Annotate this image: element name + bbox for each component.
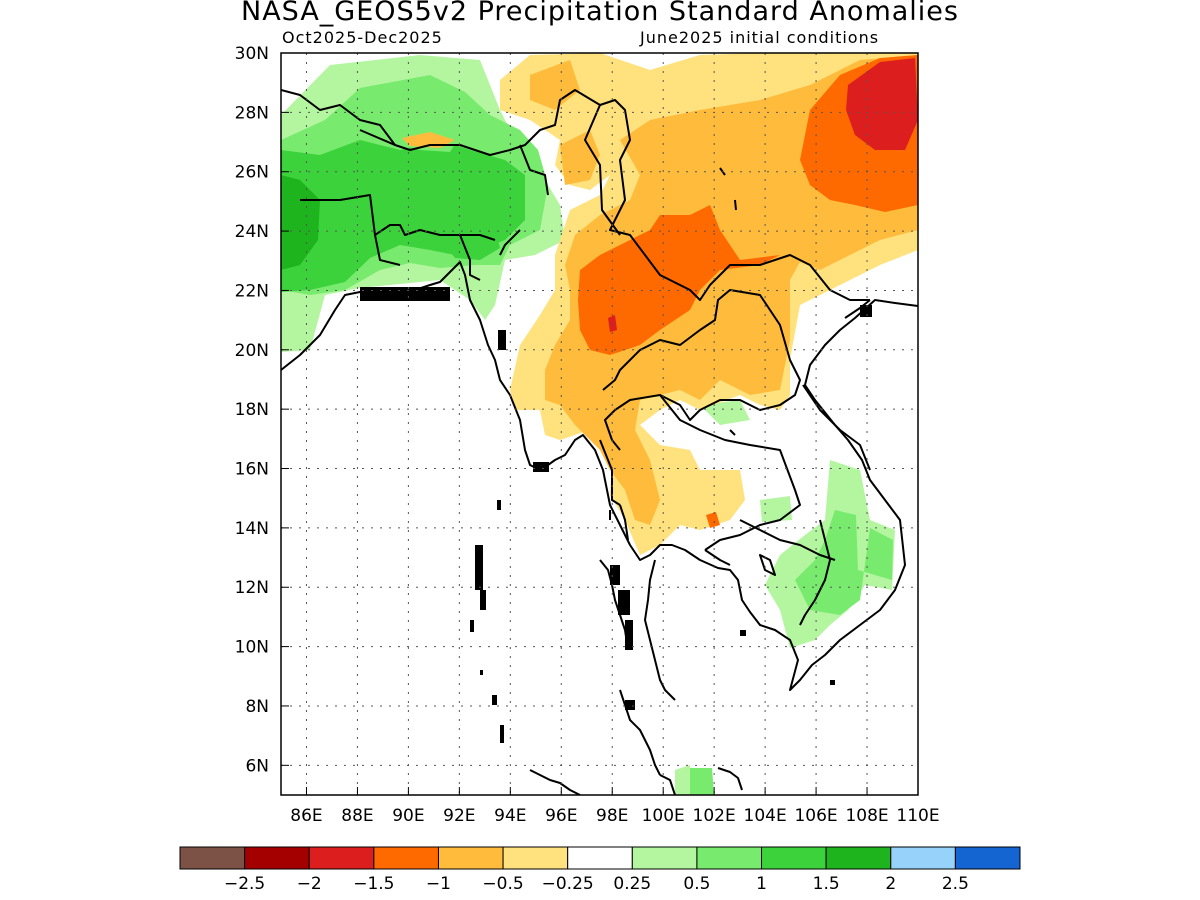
island-marks <box>360 287 872 743</box>
lon-tick-label: 96E <box>545 806 577 826</box>
lon-tick-label: 94E <box>494 806 526 826</box>
colorbar-label: −0.5 <box>482 874 523 894</box>
anomaly-region-1 <box>688 768 714 795</box>
lon-tick-label: 110E <box>896 806 939 826</box>
anomaly-region-0p5 <box>675 765 690 795</box>
lat-tick-label: 30N <box>235 44 269 64</box>
colorbar-label: −2 <box>297 874 322 894</box>
colorbar-label: 2 <box>885 874 896 894</box>
lat-tick-label: 18N <box>235 400 269 420</box>
initial-conditions: June2025 initial conditions <box>640 28 880 47</box>
colorbar <box>179 846 1021 870</box>
lat-tick-label: 14N <box>235 519 269 539</box>
colorbar-swatch <box>890 846 956 870</box>
lat-tick-label: 12N <box>235 578 269 598</box>
colorbar-label: −0.25 <box>542 874 594 894</box>
colorbar-label: −2.5 <box>224 874 265 894</box>
anomaly-region-neg1 <box>706 512 720 528</box>
lon-tick-label: 90E <box>392 806 424 826</box>
colorbar-swatch <box>761 846 827 870</box>
coastlines <box>281 89 918 795</box>
colorbar-label: −1.5 <box>353 874 394 894</box>
anomaly-region-1p5 <box>440 215 500 260</box>
lon-tick-label: 86E <box>290 806 322 826</box>
lon-tick-label: 106E <box>794 806 837 826</box>
colorbar-label: 1 <box>756 874 767 894</box>
colorbar-swatch <box>502 846 569 870</box>
lat-tick-label: 8N <box>245 697 269 717</box>
colorbar-label: 1.5 <box>813 874 840 894</box>
anomaly-region-1 <box>795 510 893 615</box>
colorbar-label: −1 <box>426 874 451 894</box>
lat-tick-label: 28N <box>235 103 269 123</box>
anomaly-region-neg1 <box>578 205 780 355</box>
colorbar-label: 0.5 <box>683 874 710 894</box>
colorbar-swatch <box>308 846 375 870</box>
lon-tick-label: 104E <box>744 806 787 826</box>
lat-tick-label: 20N <box>235 341 269 361</box>
colorbar-swatch <box>373 846 439 870</box>
colorbar-swatch <box>437 846 504 870</box>
lon-tick-label: 100E <box>642 806 685 826</box>
colorbar-swatch <box>954 846 1021 870</box>
anomaly-region-1p5 <box>281 140 525 292</box>
lat-tick-label: 6N <box>245 756 269 776</box>
colorbar-swatch <box>179 846 246 870</box>
anomaly-region-0p5 <box>700 400 750 425</box>
anomaly-region-neg1p5 <box>846 58 918 150</box>
lon-tick-label: 98E <box>596 806 628 826</box>
colorbar-swatch <box>567 846 633 870</box>
lat-tick-label: 26N <box>235 163 269 183</box>
lat-tick-label: 16N <box>235 460 269 480</box>
colorbar-swatch <box>825 846 892 870</box>
anomaly-region-2 <box>281 175 320 270</box>
colorbar-swatch <box>631 846 698 870</box>
anomaly-region-neg0p5 <box>530 60 580 110</box>
lat-tick-label: 22N <box>235 281 269 301</box>
colorbar-label: 0.25 <box>613 874 651 894</box>
lon-tick-label: 88E <box>341 806 373 826</box>
anomaly-region-0p5 <box>760 496 792 522</box>
lon-tick-label: 102E <box>693 806 736 826</box>
colorbar-label: 2.5 <box>942 874 969 894</box>
forecast-period: Oct2025-Dec2025 <box>282 28 443 47</box>
map-frame <box>280 52 919 796</box>
colorbar-labels: −2.5 −2 −1.5 −1 −0.5 −0.25 0.25 0.5 1 1.5 2 2.5 <box>224 874 969 894</box>
map-title: NASA_GEOS5v2 Precipitation Standard Anom… <box>241 0 959 27</box>
lat-tick-label: 10N <box>235 638 269 658</box>
colorbar-swatch <box>244 846 310 870</box>
lon-tick-label: 108E <box>845 806 888 826</box>
latitude-labels: 30N 28N 26N 24N 22N 20N 18N 16N 14N 12N 10N 8N 6N <box>235 44 269 776</box>
lat-tick-label: 24N <box>235 222 269 242</box>
lon-tick-label: 92E <box>443 806 475 826</box>
longitude-labels: 86E 88E 90E 92E 94E 96E 98E 100E 102E 104E 106E 108… <box>290 806 939 826</box>
colorbar-swatch <box>696 846 763 870</box>
